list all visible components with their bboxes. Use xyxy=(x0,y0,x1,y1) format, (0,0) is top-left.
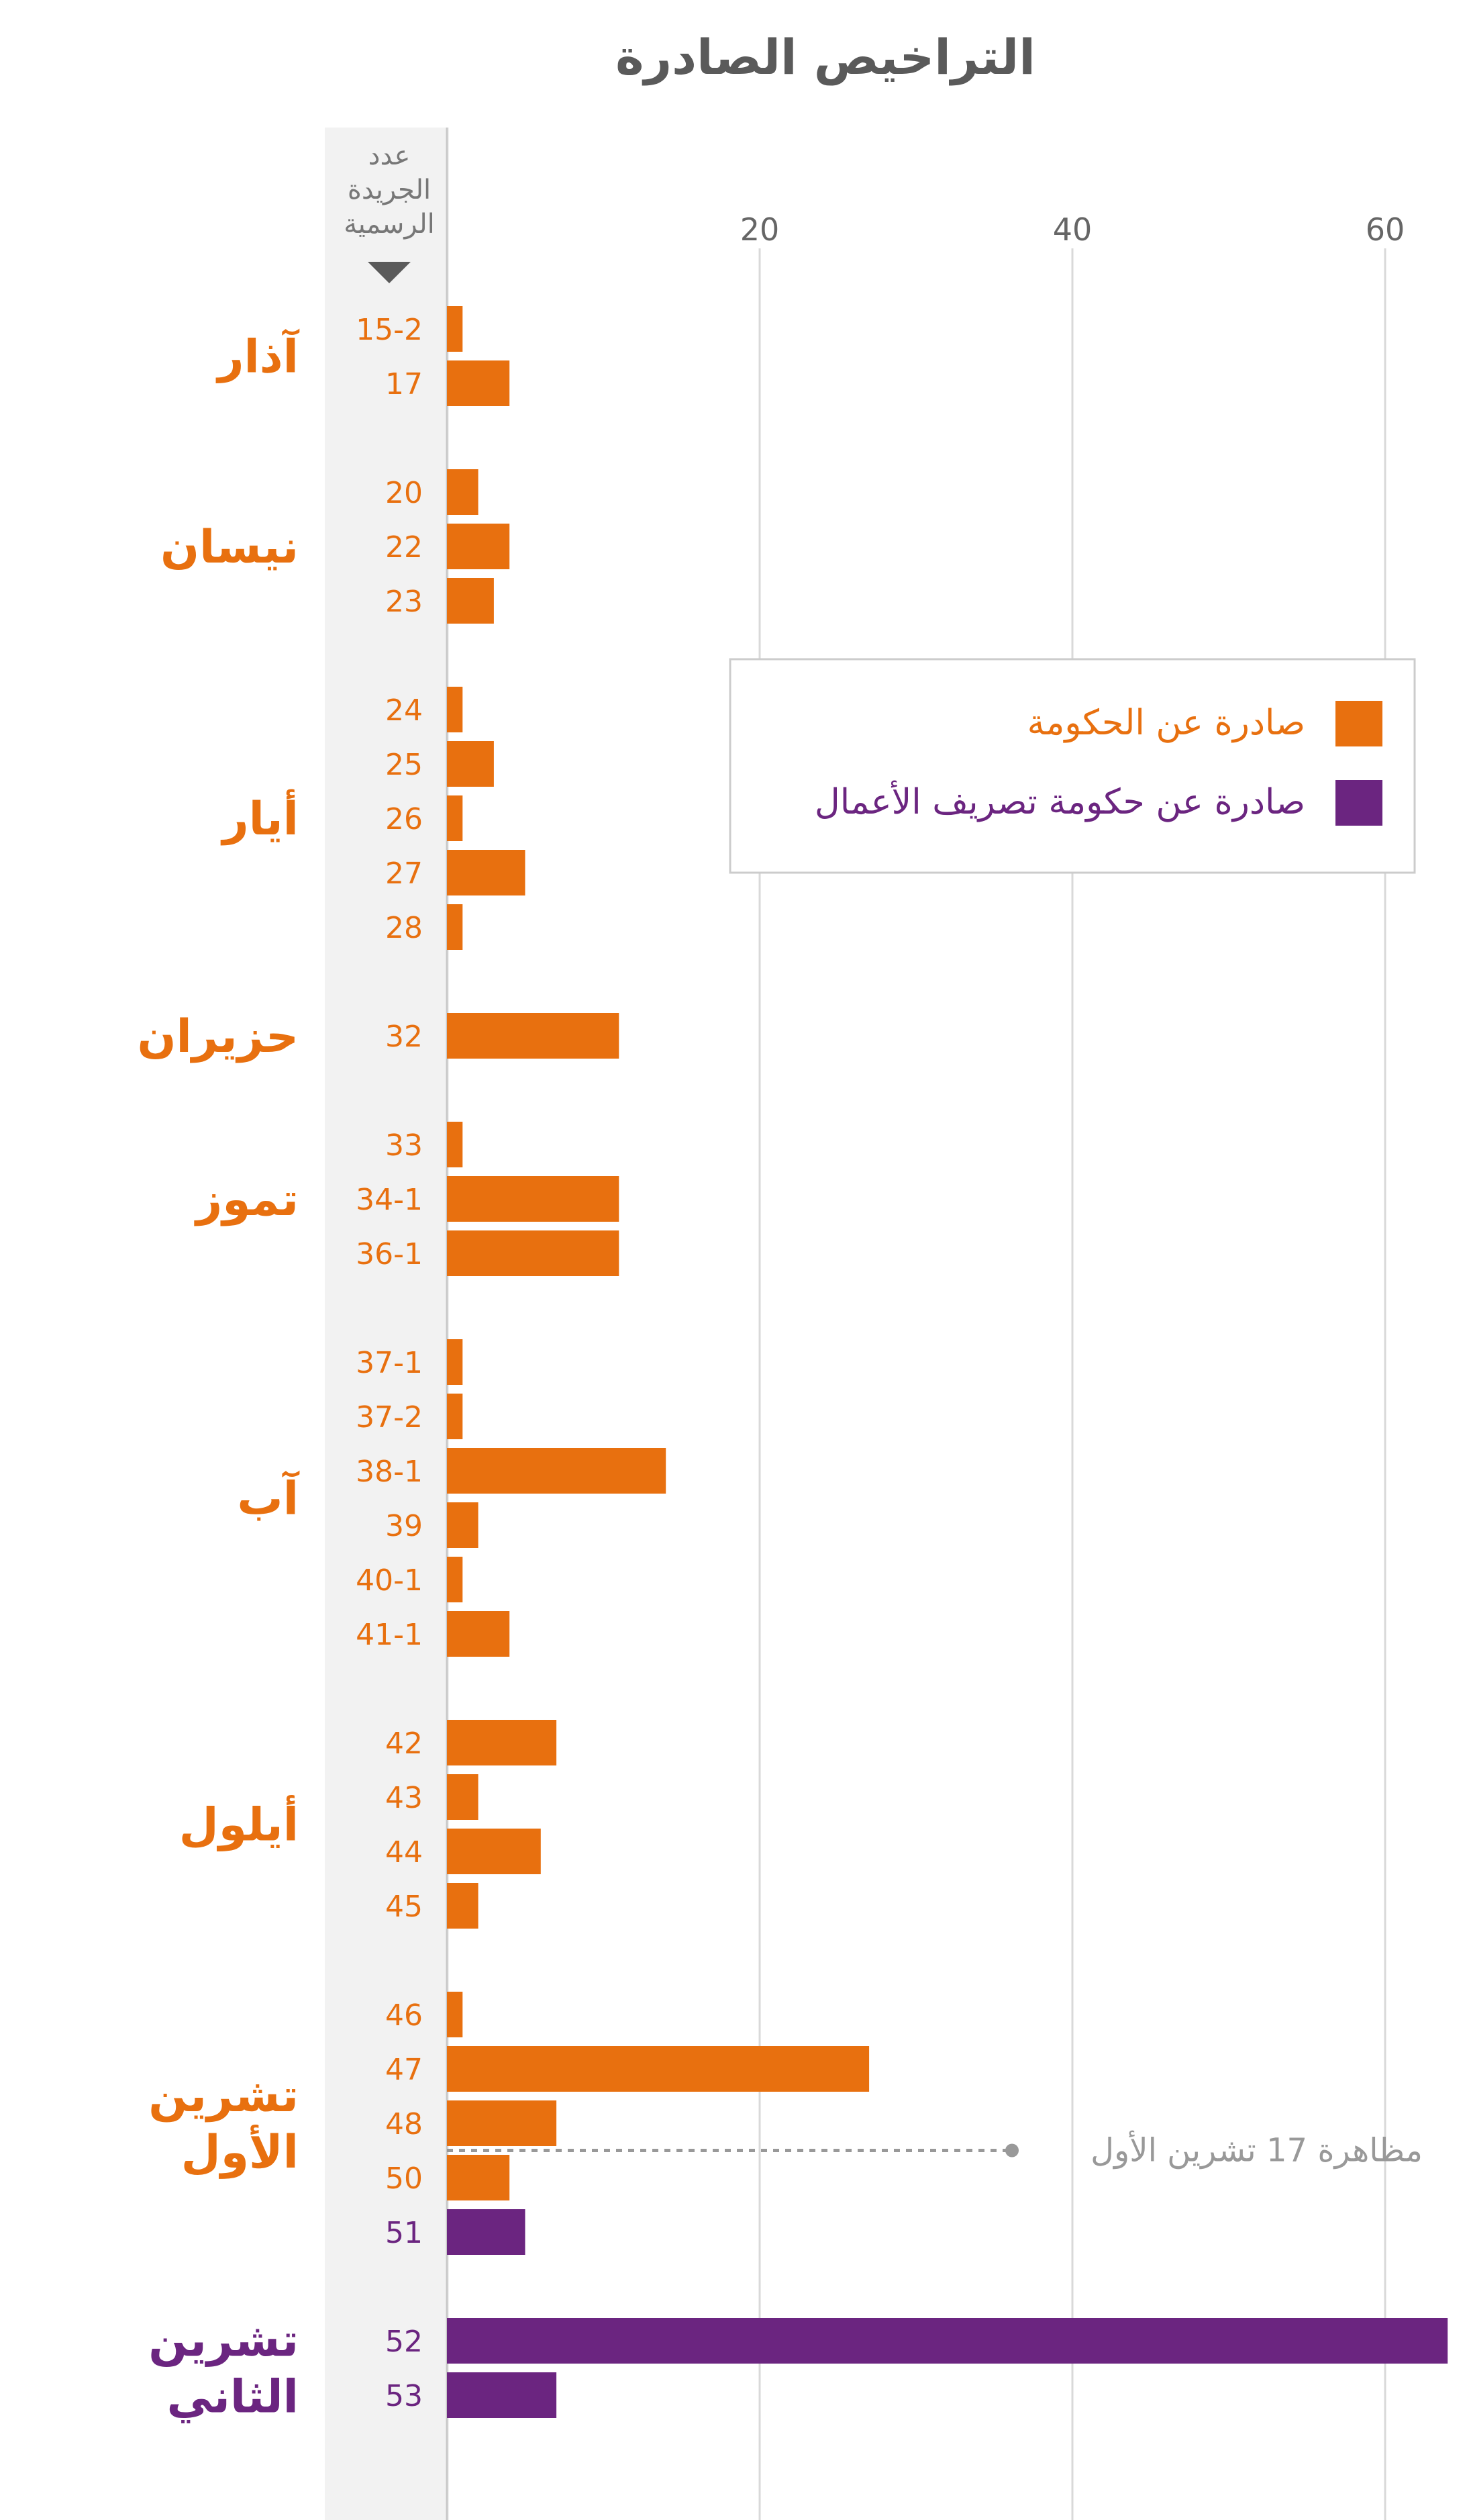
issue-label: 15-2 xyxy=(356,313,423,347)
issue-label: 39 xyxy=(385,1509,423,1543)
bar xyxy=(447,2100,557,2146)
bar xyxy=(447,1557,463,1602)
header-down-arrow-icon xyxy=(368,262,411,283)
month-label: تشرين xyxy=(148,2070,299,2123)
issue-label: 32 xyxy=(385,1020,423,1054)
issue-label: 48 xyxy=(385,2107,423,2141)
issue-label: 23 xyxy=(385,585,423,619)
bar xyxy=(447,1230,619,1276)
month-label: الأول xyxy=(181,2124,299,2179)
bar xyxy=(447,850,525,895)
issue-label: 38-1 xyxy=(356,1455,423,1489)
issue-column-background xyxy=(325,128,449,2520)
x-tick-label: 40 xyxy=(1053,211,1093,248)
bar xyxy=(447,578,494,624)
bar xyxy=(447,2209,525,2255)
issue-label: 33 xyxy=(385,1128,423,1163)
bar xyxy=(447,904,463,950)
issue-column-header: عدد الجريدة الرسمية xyxy=(344,140,435,240)
month-label: أيلول xyxy=(179,1795,299,1852)
month-label: آب xyxy=(237,1470,299,1526)
month-label: حزيران xyxy=(138,1010,299,1063)
month-label: آذار xyxy=(215,328,299,384)
issue-label: 43 xyxy=(385,1781,423,1815)
legend-label: صادرة عن الحكومة xyxy=(1027,703,1305,743)
bar xyxy=(447,524,510,569)
issue-label: 51 xyxy=(385,2216,423,2250)
bar xyxy=(447,469,478,515)
x-tick-label: 20 xyxy=(740,211,780,248)
bar xyxy=(447,2155,510,2200)
issue-label: 26 xyxy=(385,802,423,836)
issue-label: 17 xyxy=(385,367,423,401)
bar xyxy=(447,687,463,732)
axis-header-line: الرسمية xyxy=(344,209,435,240)
bar xyxy=(447,1502,478,1548)
bar xyxy=(447,1883,478,1929)
issue-label: 42 xyxy=(385,1727,423,1761)
month-label: نيسان xyxy=(160,521,299,574)
legend-swatch xyxy=(1335,780,1382,826)
bar xyxy=(447,1176,619,1222)
axis-header-line: الجريدة xyxy=(348,175,431,205)
x-tick-label: 60 xyxy=(1366,211,1405,248)
issue-label: 28 xyxy=(385,911,423,945)
bar xyxy=(447,795,463,841)
bar xyxy=(447,1339,463,1385)
month-labels: آذارنيسانأيارحزيرانتموزآبأيلولتشرينالأول… xyxy=(138,328,300,2424)
issue-label: 37-2 xyxy=(356,1400,423,1435)
bar xyxy=(447,2372,557,2418)
x-axis-ticks: 20 40 60 xyxy=(740,211,1405,248)
legend-label: صادرة عن حكومة تصريف الأعمال xyxy=(815,780,1305,822)
bar xyxy=(447,2318,1448,2364)
issue-label: 24 xyxy=(385,693,423,728)
issue-label: 36-1 xyxy=(356,1237,423,1271)
issue-label: 22 xyxy=(385,530,423,565)
month-label: الثاني xyxy=(167,2371,299,2424)
bar xyxy=(447,1394,463,1439)
bar xyxy=(447,360,510,406)
annotation-dot-icon xyxy=(1005,2143,1019,2158)
chart-title: التراخيص الصادرة xyxy=(615,29,1035,86)
issue-label: 41-1 xyxy=(356,1618,423,1652)
issue-label: 20 xyxy=(385,476,423,510)
bar xyxy=(447,1122,463,1167)
bar xyxy=(447,1448,666,1494)
issue-label: 50 xyxy=(385,2162,423,2196)
issue-label: 45 xyxy=(385,1890,423,1924)
issue-label: 53 xyxy=(385,2379,423,2413)
annotation-text: مظاهرة 17 تشرين الأول xyxy=(1091,2130,1423,2170)
bar xyxy=(447,1013,619,1059)
legend-box xyxy=(729,658,1416,874)
bar xyxy=(447,1611,510,1657)
issue-label: 52 xyxy=(385,2325,423,2359)
bar xyxy=(447,1992,463,2037)
month-label: أيار xyxy=(220,789,299,846)
legend-swatch xyxy=(1335,701,1382,746)
issue-label: 40-1 xyxy=(356,1563,423,1598)
issue-label: 34-1 xyxy=(356,1183,423,1217)
bar xyxy=(447,306,463,352)
bars xyxy=(447,306,1448,2418)
issue-label: 25 xyxy=(385,748,423,782)
bar xyxy=(447,1720,557,1765)
issue-labels: 15-2 17 20 22 23 24 25 26 27 28 32 33 34-1 36-1 37-1 37… xyxy=(356,313,423,2413)
legend: صادرة عن الحكومة صادرة عن حكومة تصريف الأ… xyxy=(729,658,1416,874)
issue-label: 44 xyxy=(385,1835,423,1870)
bar xyxy=(447,741,494,787)
issue-label: 47 xyxy=(385,2053,423,2087)
gridlines xyxy=(758,248,1386,2520)
month-label: تشرين xyxy=(148,2315,299,2368)
issue-label: 27 xyxy=(385,857,423,891)
issue-label: 46 xyxy=(385,1998,423,2033)
axis-header-line: عدد xyxy=(368,140,411,171)
bar xyxy=(447,2046,870,2092)
bar xyxy=(447,1829,541,1874)
issue-label: 37-1 xyxy=(356,1346,423,1380)
protest-annotation: مظاهرة 17 تشرين الأول xyxy=(447,2130,1423,2170)
month-label: تموز xyxy=(194,1173,299,1226)
bar xyxy=(447,1774,478,1820)
